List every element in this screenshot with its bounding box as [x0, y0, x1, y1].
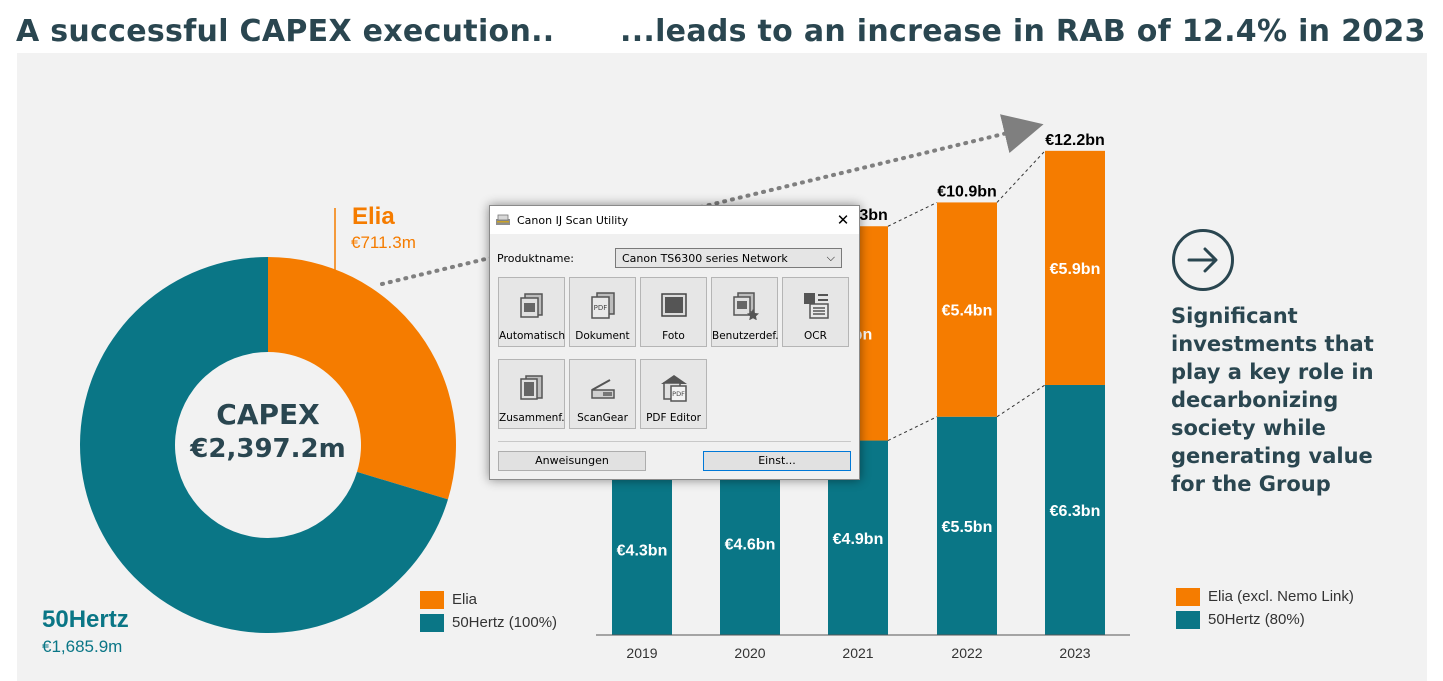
- product-label: Produktname:: [497, 251, 574, 265]
- connector-total: [996, 150, 1046, 203]
- tile-label: Automatisch: [499, 330, 565, 342]
- svg-text:PDF: PDF: [594, 304, 608, 312]
- donut-center-title: CAPEX: [216, 398, 320, 431]
- tile-label: Benutzerdef.: [712, 330, 779, 342]
- bar-label-elia: €5.9bn: [1050, 261, 1101, 278]
- svg-text:PDF: PDF: [672, 390, 685, 398]
- connector-split: [887, 416, 938, 441]
- legend-swatch-elia: [420, 590, 444, 609]
- pdf-editor-icon: PDF: [661, 375, 687, 402]
- x-tick-label: 2022: [951, 645, 982, 661]
- bar-elia-2023: [1045, 150, 1105, 385]
- scan-utility-dialog: Canon IJ Scan Utility ✕ Produktname: Can…: [489, 205, 860, 480]
- connector-total: [887, 201, 938, 227]
- tile-benutzerdef[interactable]: Benutzerdef.: [711, 277, 779, 347]
- tile-ocr[interactable]: OCR: [782, 277, 849, 347]
- pdf-document-icon: PDF: [591, 292, 615, 319]
- donut-slice-50hertz: [80, 257, 448, 633]
- rab-legend: Elia (excl. Nemo Link) 50Hertz (80%): [1176, 585, 1354, 631]
- tile-label: Foto: [662, 330, 685, 342]
- hertz-segment-label: 50Hertz: [42, 606, 129, 633]
- donut-slice-elia: [268, 257, 457, 500]
- tile-label: Dokument: [575, 330, 630, 342]
- connector-split: [996, 384, 1046, 418]
- donut-center-value: €2,397.2m: [189, 434, 345, 464]
- legend-label: Elia (excl. Nemo Link): [1208, 588, 1354, 605]
- legend-swatch-50hertz: [420, 613, 444, 632]
- legend-item-elia: Elia (excl. Nemo Link): [1176, 585, 1354, 608]
- tile-zusammenf[interactable]: Zusammenf.: [498, 359, 565, 429]
- legend-item-50hertz: 50Hertz (80%): [1176, 608, 1354, 631]
- scanner-app-icon: [496, 214, 510, 225]
- legend-swatch-50hertz: [1176, 610, 1200, 629]
- legend-item-50hertz: 50Hertz (100%): [420, 611, 557, 634]
- bar-label-50hertz: €5.5bn: [942, 519, 993, 536]
- legend-label: 50Hertz (100%): [452, 614, 558, 631]
- tile-label: ScanGear: [577, 412, 628, 424]
- hertz-segment-value: €1,685.9m: [42, 637, 123, 656]
- donut-legend: Elia 50Hertz (100%): [420, 588, 557, 634]
- tile-pdf-editor[interactable]: PDF PDF Editor: [640, 359, 707, 429]
- bar-label-50hertz: €4.3bn: [617, 543, 668, 560]
- elia-segment-value: €711.3m: [351, 233, 416, 252]
- bar-label-50hertz: €6.3bn: [1050, 503, 1101, 520]
- tile-dokument[interactable]: PDF Dokument: [569, 277, 636, 347]
- product-select-value: Canon TS6300 series Network: [622, 251, 788, 265]
- chevron-down-icon: ⌵: [826, 251, 835, 264]
- tile-automatisch[interactable]: Automatisch: [498, 277, 565, 347]
- tile-scangear[interactable]: ScanGear: [569, 359, 636, 429]
- slide-title-right: ...leads to an increase in RAB of 12.4% …: [620, 14, 1426, 49]
- x-tick-label: 2020: [734, 645, 765, 661]
- bar-elia-2022: [937, 202, 997, 417]
- arrow-circle-icon: [1172, 229, 1234, 291]
- legend-swatch-elia: [1176, 587, 1200, 606]
- tile-label: Zusammenf.: [499, 412, 565, 424]
- capex-donut: [80, 257, 457, 633]
- stitch-icon: [520, 375, 543, 400]
- bar-50hertz-2023: [1045, 384, 1105, 635]
- scangear-icon: [591, 379, 615, 399]
- bar-total-label: €12.2bn: [1045, 132, 1105, 149]
- instructions-button[interactable]: Anweisungen: [498, 451, 646, 471]
- legend-item-elia: Elia: [420, 588, 557, 611]
- dialog-titlebar[interactable]: Canon IJ Scan Utility ✕: [490, 206, 859, 234]
- photo-icon: [661, 293, 687, 317]
- bar-label-elia: €5.4bn: [942, 303, 993, 320]
- custom-scan-icon: [733, 292, 759, 320]
- dialog-separator: [498, 441, 851, 442]
- close-icon[interactable]: ✕: [836, 211, 850, 229]
- product-row: Produktname: Canon TS6300 series Network…: [497, 248, 847, 268]
- x-tick-label: 2021: [842, 645, 873, 661]
- x-tick-label: 2019: [626, 645, 657, 661]
- ocr-icon: [804, 293, 829, 319]
- legend-label: 50Hertz (80%): [1208, 611, 1305, 628]
- tile-foto[interactable]: Foto: [640, 277, 707, 347]
- auto-scan-icon: [520, 293, 543, 318]
- product-select[interactable]: Canon TS6300 series Network ⌵: [615, 248, 842, 268]
- slide-title-left: A successful CAPEX execution..: [16, 14, 555, 49]
- legend-label: Elia: [452, 591, 478, 608]
- bar-50hertz-2022: [937, 416, 997, 635]
- x-tick-label: 2023: [1059, 645, 1090, 661]
- bar-label-50hertz: €4.9bn: [833, 531, 884, 548]
- settings-button[interactable]: Einst...: [703, 451, 851, 471]
- dialog-title: Canon IJ Scan Utility: [517, 213, 629, 227]
- bar-50hertz-2019: [612, 464, 672, 635]
- bar-50hertz-2020: [720, 452, 780, 635]
- tile-label: OCR: [804, 330, 827, 342]
- bar-total-label: €10.9bn: [937, 183, 997, 200]
- bar-label-50hertz: €4.6bn: [725, 537, 776, 554]
- tile-label: PDF Editor: [646, 412, 701, 424]
- elia-segment-label: Elia: [352, 203, 395, 230]
- conclusion-text: Significant investments that play a key …: [1171, 304, 1374, 496]
